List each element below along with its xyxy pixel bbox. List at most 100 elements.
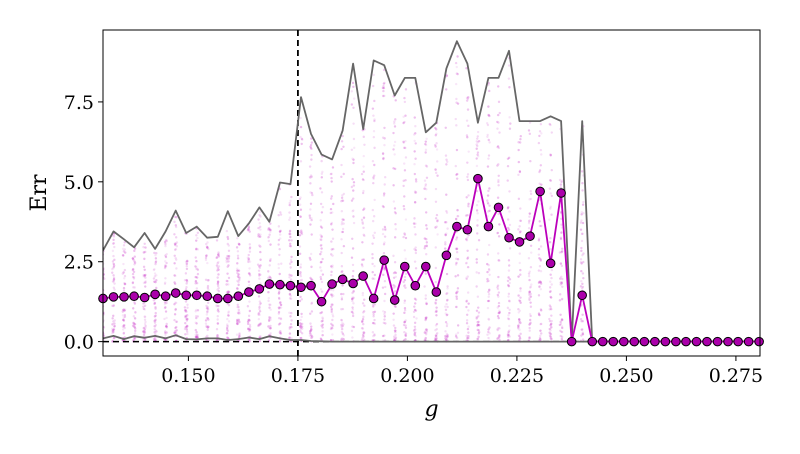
cloud-point — [508, 335, 511, 338]
cloud-point — [227, 320, 231, 323]
cloud-point — [529, 265, 533, 269]
cloud-point — [360, 327, 364, 330]
cloud-point — [329, 327, 333, 331]
cloud-point — [321, 205, 325, 209]
cloud-point — [155, 274, 158, 277]
cloud-point — [475, 164, 479, 168]
cloud-point — [319, 275, 322, 279]
cloud-point — [259, 258, 262, 261]
cloud-point — [152, 299, 156, 302]
cloud-point — [268, 227, 271, 231]
cloud-point — [288, 203, 291, 207]
cloud-point — [372, 73, 376, 77]
cloud-point — [290, 255, 293, 259]
cloud-point — [454, 61, 458, 65]
cloud-point — [225, 279, 228, 283]
cloud-point — [539, 322, 542, 326]
cloud-point — [257, 317, 261, 321]
cloud-point — [288, 292, 292, 296]
cloud-point — [476, 130, 480, 134]
cloud-point — [353, 146, 356, 150]
cloud-point — [477, 332, 481, 335]
cloud-point — [143, 268, 146, 271]
cloud-point — [132, 325, 135, 328]
cloud-point — [384, 227, 387, 230]
cloud-point — [238, 320, 241, 324]
cloud-point — [423, 179, 427, 182]
cloud-point — [529, 197, 533, 201]
cloud-point — [122, 319, 126, 322]
cloud-point — [320, 247, 323, 250]
cloud-point — [133, 337, 136, 340]
cloud-point — [215, 328, 219, 331]
cloud-point — [340, 337, 343, 341]
cloud-point — [267, 236, 270, 239]
cloud-point — [518, 318, 521, 321]
cloud-point — [174, 225, 178, 229]
cloud-point — [111, 330, 114, 333]
cloud-point — [225, 259, 228, 262]
cloud-point — [320, 238, 323, 242]
cloud-point — [384, 175, 387, 179]
cloud-point — [435, 333, 438, 336]
cloud-point — [320, 172, 324, 175]
cloud-point — [539, 281, 543, 284]
cloud-point — [310, 175, 313, 178]
cloud-point — [257, 295, 261, 298]
cloud-point — [465, 261, 468, 265]
cloud-point — [123, 315, 127, 318]
cloud-point — [446, 333, 449, 337]
cloud-point — [403, 311, 406, 315]
cloud-point — [435, 322, 439, 326]
series-marker — [743, 336, 754, 347]
cloud-point — [299, 273, 302, 276]
cloud-point — [153, 337, 156, 340]
cloud-point — [424, 272, 427, 276]
cloud-point — [393, 120, 396, 123]
cloud-point — [267, 276, 270, 279]
cloud-point — [154, 254, 157, 257]
cloud-point — [435, 142, 438, 145]
cloud-point — [258, 221, 261, 225]
cloud-point — [277, 292, 281, 295]
series-marker — [119, 292, 129, 302]
cloud-point — [414, 246, 417, 249]
cloud-point — [434, 324, 438, 327]
cloud-point — [185, 282, 188, 285]
cloud-point — [247, 260, 250, 264]
cloud-point — [423, 330, 427, 333]
cloud-point — [467, 334, 470, 338]
cloud-point — [537, 247, 541, 251]
cloud-point — [394, 290, 397, 293]
cloud-point — [404, 146, 407, 150]
cloud-point — [581, 253, 584, 257]
cloud-point — [392, 324, 396, 327]
cloud-point — [175, 320, 178, 324]
cloud-point — [309, 202, 313, 206]
cloud-point — [185, 318, 189, 321]
cloud-point — [299, 322, 302, 325]
cloud-point — [226, 313, 230, 317]
cloud-point — [382, 89, 385, 93]
cloud-point — [351, 247, 355, 250]
cloud-point — [496, 336, 500, 340]
cloud-point — [122, 286, 126, 290]
cloud-point — [133, 317, 137, 320]
cloud-point — [143, 332, 146, 335]
cloud-point — [413, 333, 417, 337]
cloud-point — [558, 178, 562, 182]
cloud-point — [215, 334, 219, 337]
cloud-point — [394, 223, 397, 226]
cloud-point — [497, 301, 501, 305]
cloud-point — [206, 328, 209, 332]
cloud-point — [205, 313, 209, 316]
cloud-point — [402, 115, 405, 118]
cloud-point — [309, 258, 312, 261]
cloud-point — [164, 333, 167, 337]
cloud-point — [351, 209, 354, 213]
cloud-point — [352, 97, 356, 100]
cloud-point — [444, 233, 447, 237]
cloud-point — [175, 241, 179, 244]
cloud-point — [404, 333, 407, 337]
cloud-point — [236, 271, 239, 275]
